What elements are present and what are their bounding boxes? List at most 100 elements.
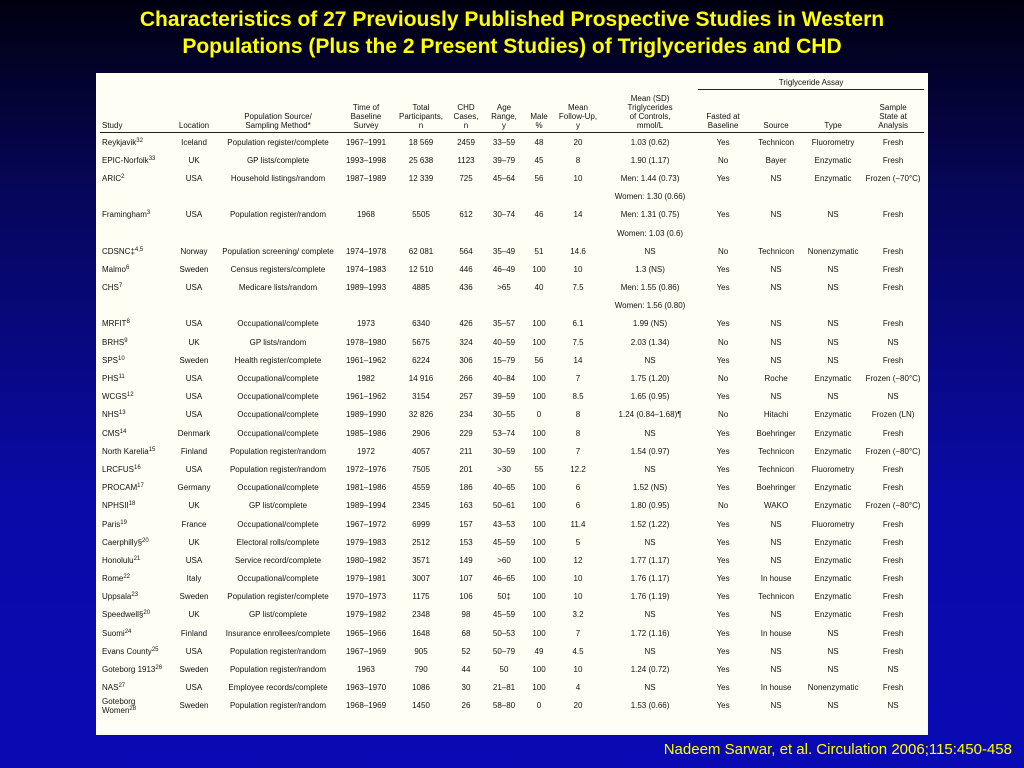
table-row: PHS11 USA Occupational/complete 1982 14 916 2… (100, 369, 924, 387)
reference-superscript: 25 (151, 646, 159, 653)
table-cell: Fresh (882, 610, 904, 620)
table-cell: 7505 (412, 464, 430, 474)
table-row: WCGS12 USA Occupational/complete 1961–1962 3… (100, 388, 924, 406)
table-cell: 3007 (412, 574, 430, 584)
table-cell: 3571 (412, 555, 430, 565)
table-row: NHS13 USA Occupational/complete 1989–1990 32… (100, 406, 924, 424)
table-cell: 7 (575, 374, 581, 384)
table-cell: Fresh (882, 683, 904, 693)
table-cell: 5 (575, 537, 581, 547)
table-cell: 211 (459, 446, 473, 456)
table-cell: 45–64 (492, 173, 516, 183)
table-cell: Enzymatic (814, 410, 852, 420)
study-name-cell: Honolulu21 (102, 555, 141, 565)
table-cell: 905 (414, 646, 428, 656)
table-cell: Yes (716, 464, 730, 474)
table-cell: 1961–1962 (345, 355, 387, 365)
table-cell: 14 916 (408, 374, 434, 384)
table-cell: Yes (716, 701, 730, 711)
study-name-cell: EPIC-Norfolk33 (102, 155, 156, 165)
table-cell (218, 297, 338, 315)
table-cell: 1.53 (0.66) (630, 701, 670, 711)
table-cell: 7.5 (572, 337, 584, 347)
reference-superscript: 4,5 (134, 246, 144, 253)
table-cell: Technicon (758, 446, 795, 456)
table-cell: >30 (497, 464, 511, 474)
study-name-cell: SPS10 (102, 355, 125, 365)
table-cell: 1967–1969 (345, 646, 387, 656)
table-cell: 6 (575, 483, 581, 493)
table-cell: 1968 (357, 210, 375, 220)
study-name-cell (100, 224, 170, 242)
table-cell: 1.24 (0.84–1.68)¶ (618, 410, 682, 420)
table-cell (698, 188, 748, 206)
table-cell: UK (188, 610, 200, 620)
table-cell: NS (770, 392, 782, 402)
table-cell: 1.72 (1.16) (630, 628, 670, 638)
table-cell: Sweden (179, 264, 209, 274)
table-cell: 45–59 (492, 610, 516, 620)
reference-superscript: 21 (133, 555, 141, 562)
table-cell: 26 (461, 701, 471, 711)
table-cell: Yes (716, 574, 730, 584)
table-cell: 56 (534, 355, 544, 365)
study-name-cell: Goteborg Women28 (102, 696, 137, 715)
table-cell: 50–53 (492, 628, 516, 638)
table-cell: 44 (461, 665, 471, 675)
table-cell: 6340 (412, 319, 430, 329)
table-row: Women: 1.56 (0.80) (100, 297, 924, 315)
reference-superscript: 18 (128, 501, 136, 508)
table-cell: 1086 (412, 683, 430, 693)
table-cell: Yes (716, 483, 730, 493)
table-cell: 306 (459, 355, 473, 365)
table-cell: Population register/random (229, 464, 327, 474)
table-cell: 100 (532, 519, 546, 529)
table-cell: Enzymatic (814, 374, 852, 384)
table-cell: Household listings/random (230, 173, 326, 183)
table-row: Uppsala23 Sweden Population register/compl… (100, 588, 924, 606)
table-cell: 1963–1970 (345, 683, 387, 693)
table-cell: 1968–1969 (345, 701, 387, 711)
reference-superscript: 13 (118, 410, 126, 417)
table-cell: Yes (716, 555, 730, 565)
table-cell: 436 (459, 283, 473, 293)
study-name-cell: Caerphilly§20 (102, 537, 149, 547)
study-name-cell: PHS11 (102, 374, 125, 384)
table-cell: Enzymatic (814, 446, 852, 456)
table-row: NPHSII18 UK GP list/complete 1989–1994 2345 1… (100, 497, 924, 515)
table-cell (484, 188, 524, 206)
column-header: Mean (SD) Triglycerides of Controls, mmol/L (602, 89, 699, 133)
reference-superscript: 27 (118, 683, 126, 690)
table-cell: 229 (459, 428, 473, 438)
table-cell: Yes (716, 264, 730, 274)
study-name-cell: Suomi24 (102, 628, 132, 638)
table-cell (862, 297, 924, 315)
table-row: PROCAM17 Germany Occupational/complete 1981… (100, 479, 924, 497)
reference-superscript: 14 (119, 428, 127, 435)
table-cell: Insurance enrollees/complete (225, 628, 331, 638)
table-cell: 12 510 (408, 264, 434, 274)
reference-superscript: 9 (124, 337, 128, 344)
table-cell: 107 (459, 574, 473, 584)
table-cell: 2345 (412, 501, 430, 511)
column-header: Total Participants, n (394, 89, 448, 133)
table-cell: 149 (459, 555, 473, 565)
table-cell (338, 224, 394, 242)
table-cell: 1989–1993 (345, 283, 387, 293)
table-cell: 56 (534, 173, 544, 183)
reference-superscript: 32 (136, 137, 143, 144)
table-cell: 1.75 (1.20) (630, 374, 670, 384)
table-cell: Population register/complete (227, 592, 329, 602)
table-cell: 30 (461, 683, 471, 693)
table-cell: 58–80 (492, 701, 516, 711)
table-cell: 55 (534, 464, 544, 474)
table-cell: 30–59 (492, 446, 516, 456)
table-cell: No (717, 155, 729, 165)
table-cell: Frozen (−80°C) (865, 374, 921, 384)
study-name-cell: Speedwell§20 (102, 610, 151, 620)
study-name-cell: Evans County25 (102, 646, 159, 656)
table-cell: NS (887, 701, 899, 711)
table-cell: >65 (497, 283, 511, 293)
table-cell: Technicon (758, 246, 795, 256)
table-cell: 100 (532, 501, 546, 511)
